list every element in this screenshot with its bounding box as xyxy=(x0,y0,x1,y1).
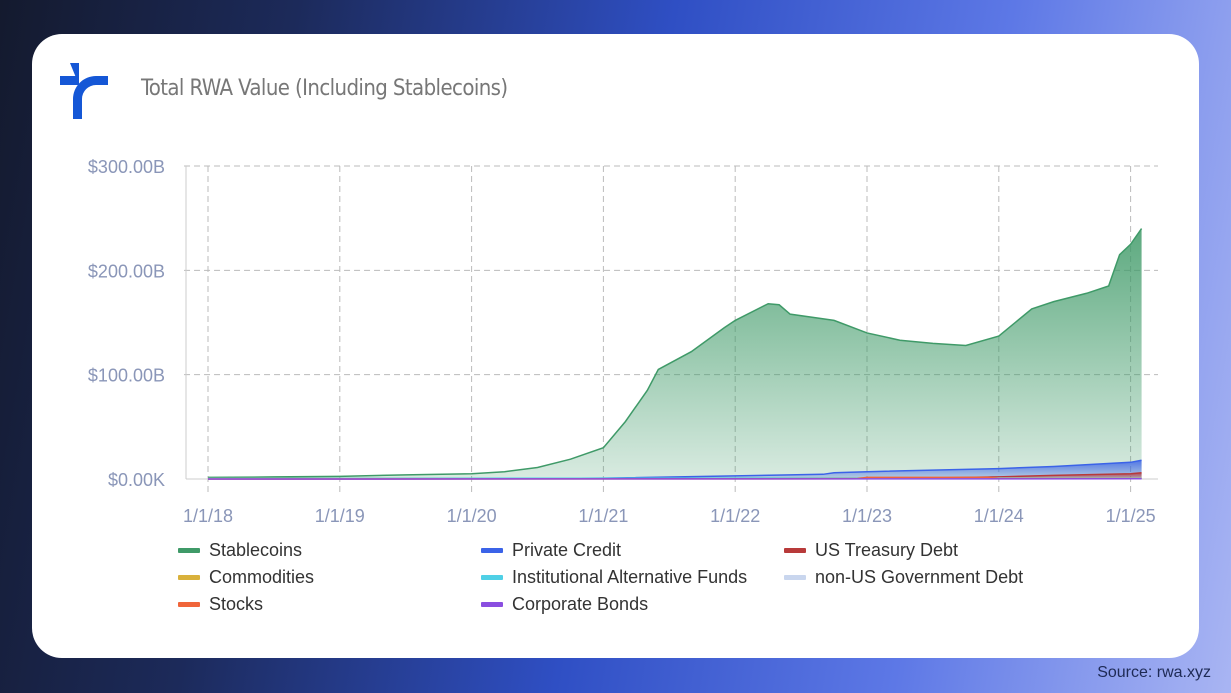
x-tick-label: 1/1/21 xyxy=(578,506,628,526)
legend-swatch xyxy=(481,575,503,580)
legend-swatch xyxy=(481,548,503,553)
legend-label: Corporate Bonds xyxy=(512,594,649,614)
y-tick-label: $100.00B xyxy=(88,366,165,386)
legend-swatch xyxy=(784,575,806,580)
legend-item[interactable]: non-US Government Debt xyxy=(784,567,1023,588)
x-tick-label: 1/1/23 xyxy=(842,506,892,526)
series-area-stablecoins xyxy=(208,228,1142,479)
y-tick-label: $0.00K xyxy=(108,470,165,490)
chart-title: Total RWA Value (Including Stablecoins) xyxy=(141,76,508,101)
legend-label: Stablecoins xyxy=(209,540,303,560)
legend-label: US Treasury Debt xyxy=(815,540,959,560)
legend-label: Private Credit xyxy=(512,540,622,560)
legend-item[interactable]: Stocks xyxy=(178,594,263,615)
legend-label: Institutional Alternative Funds xyxy=(512,567,748,587)
legend-item[interactable]: Corporate Bonds xyxy=(481,594,648,615)
legend-item[interactable]: Stablecoins xyxy=(178,540,302,561)
legend-swatch xyxy=(481,602,503,607)
x-tick-label: 1/1/22 xyxy=(710,506,760,526)
legend-item[interactable]: Institutional Alternative Funds xyxy=(481,567,747,588)
x-tick-label: 1/1/20 xyxy=(447,506,497,526)
y-tick-label: $300.00B xyxy=(88,157,165,177)
legend-item[interactable]: Commodities xyxy=(178,567,314,588)
source-label: Source: rwa.xyz xyxy=(1097,664,1211,681)
legend-label: Stocks xyxy=(209,594,264,614)
legend-swatch xyxy=(178,575,200,580)
legend-swatch xyxy=(784,548,806,553)
rwa-logo-icon xyxy=(60,63,108,119)
x-tick-label: 1/1/24 xyxy=(974,506,1024,526)
legend-label: non-US Government Debt xyxy=(815,567,1024,587)
y-tick-label: $200.00B xyxy=(88,261,165,281)
legend-item[interactable]: US Treasury Debt xyxy=(784,540,958,561)
x-tick-label: 1/1/18 xyxy=(183,506,233,526)
legend-swatch xyxy=(178,602,200,607)
series-line-stablecoins xyxy=(207,228,1143,479)
x-tick-label: 1/1/19 xyxy=(315,506,365,526)
legend-item[interactable]: Private Credit xyxy=(481,540,621,561)
legend-swatch xyxy=(178,548,200,553)
legend-label: Commodities xyxy=(209,567,315,587)
x-tick-label: 1/1/25 xyxy=(1106,506,1156,526)
series-area-private-credit xyxy=(208,460,1142,479)
